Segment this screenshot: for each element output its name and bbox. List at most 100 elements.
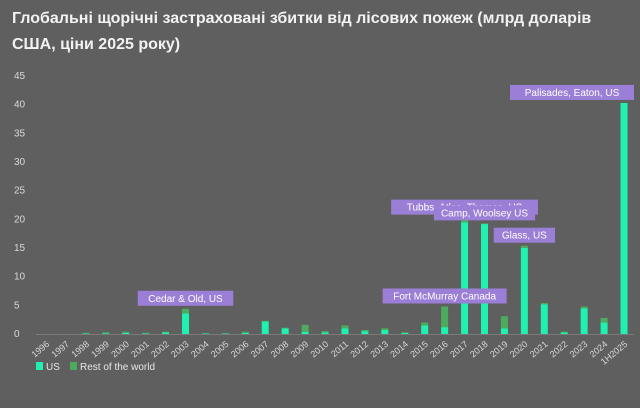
bar-us — [540, 304, 548, 334]
bar-rest-of-world — [361, 329, 369, 332]
x-tick-label: 1996 — [29, 339, 51, 360]
x-tick-label: 2013 — [368, 339, 390, 360]
annotation-label: Cedar & Old, US — [137, 290, 234, 306]
x-tick-label: 2007 — [249, 339, 271, 360]
y-tick-label: 10 — [14, 272, 26, 283]
bar-us — [261, 321, 269, 334]
x-tick-label: 1999 — [89, 339, 111, 360]
annotation-box — [493, 227, 556, 243]
annotation-text: Cedar & Old, US — [148, 294, 223, 305]
x-tick-label: 2010 — [309, 339, 331, 360]
bar-rest-of-world — [281, 327, 289, 329]
annotation-label: Palisades, Eaton, US — [510, 84, 634, 100]
bar-us — [481, 223, 488, 334]
y-tick-label: 20 — [14, 214, 26, 225]
bar-rest-of-world — [102, 332, 110, 334]
bar-us — [341, 328, 349, 334]
annotation-text: Palisades, Eaton, US — [525, 88, 620, 99]
annotation-box — [382, 288, 507, 304]
bar-rest-of-world — [261, 320, 269, 322]
y-tick-label: 25 — [14, 186, 26, 197]
annotation-text: Fort McMurray Canada — [393, 291, 496, 302]
x-tick-label: 2005 — [209, 339, 231, 360]
x-tick-label: 2000 — [109, 339, 131, 360]
chart-title: Глобальні щорічні застраховані збитки ві… — [12, 10, 592, 53]
annotation-box — [137, 290, 234, 306]
bar-rest-of-world — [560, 331, 568, 333]
y-tick-label: 0 — [14, 329, 20, 340]
y-tick-label: 5 — [14, 300, 20, 311]
x-tick-label: 2020 — [508, 339, 530, 360]
legend-swatch-rest-of-world — [70, 362, 77, 370]
bar-rest-of-world — [500, 316, 508, 329]
legend-swatch-us — [36, 362, 43, 370]
bar-us — [600, 322, 608, 334]
bar-rest-of-world — [600, 317, 608, 323]
annotation-box — [433, 205, 536, 221]
bar-us — [162, 332, 170, 334]
x-tick-label: 2012 — [348, 339, 370, 360]
bar-rest-of-world — [82, 332, 90, 334]
y-tick-label: 30 — [14, 157, 26, 168]
bar-us — [441, 327, 449, 334]
bar-rest-of-world — [321, 331, 329, 333]
bar-rest-of-world — [341, 325, 349, 329]
annotation-label: Fort McMurray Canada — [382, 288, 507, 304]
x-tick-label: 2009 — [289, 339, 311, 360]
x-tick-label: 2023 — [568, 339, 590, 360]
bar-rest-of-world — [481, 223, 488, 225]
bar-rest-of-world — [301, 324, 309, 332]
bar-us — [520, 248, 528, 334]
bar-us — [580, 308, 588, 334]
x-tick-label: 2018 — [468, 339, 490, 360]
bar-us — [102, 333, 110, 335]
annotation-box — [510, 84, 634, 100]
bar-rest-of-world — [540, 303, 548, 305]
bar-us — [301, 331, 309, 334]
x-tick-label: 2016 — [428, 339, 450, 360]
annotation-text: Camp, Woolsey US — [441, 208, 528, 219]
bar-rest-of-world — [182, 308, 189, 314]
bar-us — [361, 331, 369, 334]
bar-rest-of-world — [520, 245, 528, 248]
bar-us — [401, 332, 409, 334]
legend: US Rest of the world — [36, 362, 155, 373]
x-tick-label: 2019 — [488, 339, 510, 360]
y-tick-label: 15 — [14, 243, 26, 254]
bar-us — [500, 328, 508, 334]
x-tick-label: 2006 — [229, 339, 251, 360]
x-tick-label: 2001 — [129, 339, 151, 360]
bar-us — [421, 325, 429, 334]
bar-us — [381, 329, 389, 334]
x-tick-label: 1998 — [69, 339, 91, 360]
x-tick-label: 2015 — [408, 339, 430, 360]
annotation-label: Camp, Woolsey US — [433, 205, 536, 221]
bar-rest-of-world — [421, 322, 429, 326]
x-tick-label: 2008 — [269, 339, 291, 360]
bar-rest-of-world — [441, 306, 449, 328]
x-tick-label: 2002 — [149, 339, 171, 360]
bar-rest-of-world — [162, 331, 170, 333]
bar-rest-of-world — [580, 306, 588, 309]
bar-us — [182, 313, 189, 334]
bar-rest-of-world — [401, 332, 409, 334]
x-tick-label: 2017 — [448, 339, 470, 360]
legend-label: US — [46, 362, 60, 373]
x-tick-label: 2014 — [388, 339, 410, 360]
annotations: Cedar & Old, US Fort McMurray CanadaTubbs… — [137, 84, 634, 306]
bar-rest-of-world — [122, 331, 130, 333]
bar-us — [221, 333, 229, 335]
y-axis: 0 5 10 15 20 25 30 35 40 45 — [14, 71, 26, 340]
x-tick-label: 2021 — [528, 339, 550, 360]
bar-us — [82, 333, 90, 335]
legend-label: Rest of the world — [80, 362, 155, 373]
bar-us — [620, 102, 628, 335]
bar-us — [201, 333, 209, 335]
annotation-text: Glass, US — [502, 231, 547, 242]
bar-rest-of-world — [381, 328, 389, 330]
y-tick-label: 35 — [14, 128, 26, 139]
x-tick-label: 2022 — [548, 339, 570, 360]
x-tick-label: 2003 — [169, 339, 191, 360]
bar-us — [321, 332, 329, 334]
bar-us — [142, 333, 150, 335]
